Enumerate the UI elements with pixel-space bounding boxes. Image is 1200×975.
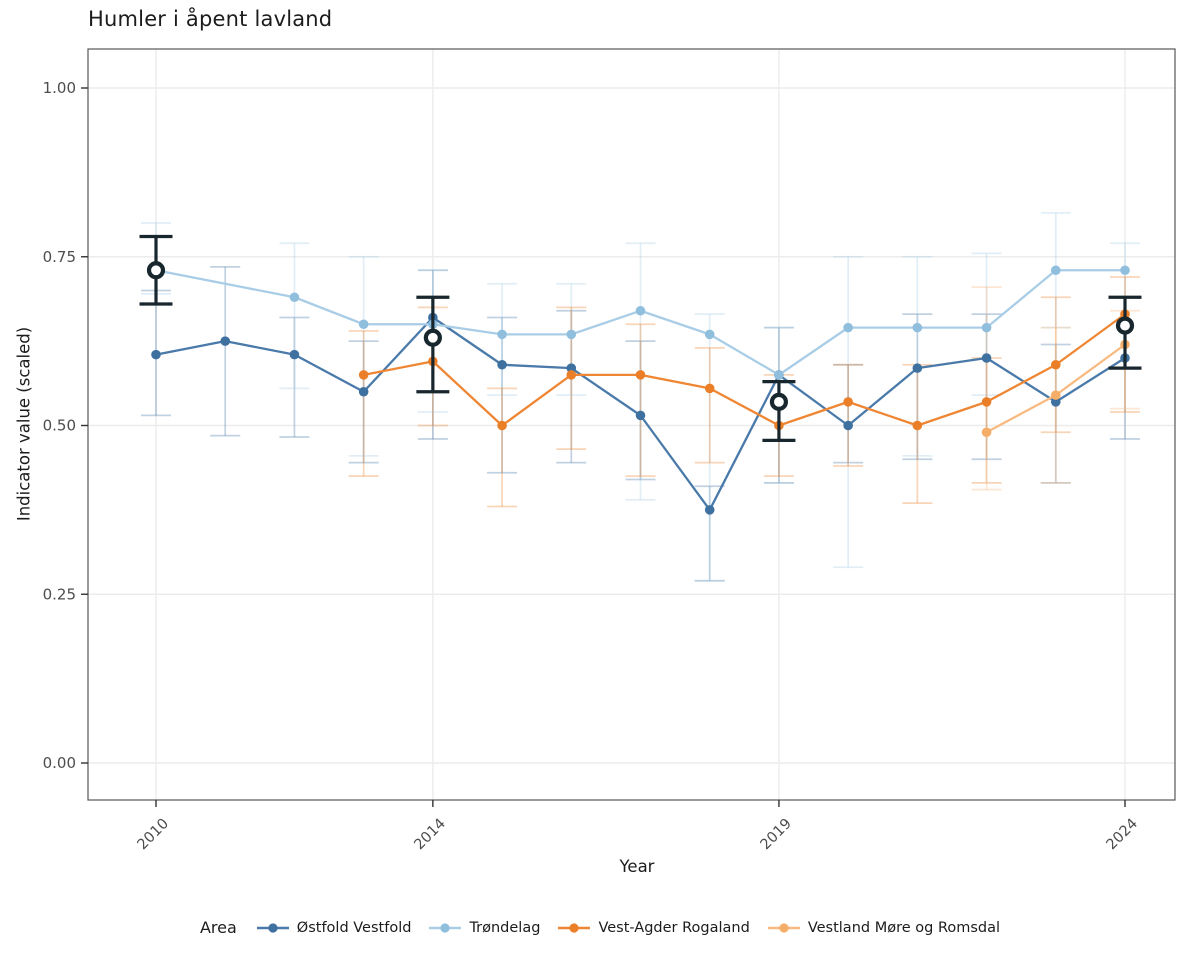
x-tick-label: 2019 xyxy=(758,816,795,853)
data-point xyxy=(635,410,646,421)
data-point xyxy=(358,386,369,397)
summary-point xyxy=(769,392,789,411)
series-Vest-Agder Rogaland xyxy=(358,309,1130,431)
legend-item: Østfold Vestfold xyxy=(256,919,412,936)
legend-item-label: Vest-Agder Rogaland xyxy=(598,919,750,936)
legend-item: Vestland Møre og Romsdal xyxy=(767,920,1000,936)
data-point xyxy=(358,319,369,330)
series-Vestland Møre og Romsdal xyxy=(981,339,1130,438)
y-tick-label: 0.75 xyxy=(43,248,76,266)
data-point xyxy=(1120,265,1130,276)
y-tick-label: 1.00 xyxy=(43,79,76,97)
panel-border xyxy=(87,48,1176,801)
data-point xyxy=(704,329,715,340)
data-point xyxy=(981,353,992,363)
series-line xyxy=(155,269,1125,377)
legend-key-icon xyxy=(558,922,591,933)
data-point xyxy=(566,329,577,340)
y-axis-label: Indicator value (scaled) xyxy=(14,326,34,522)
data-point xyxy=(635,305,646,316)
data-point xyxy=(1050,359,1061,370)
data-point xyxy=(1050,397,1061,407)
summary-points xyxy=(139,234,1142,442)
legend-key-icon xyxy=(256,922,289,933)
data-point xyxy=(358,370,369,380)
data-point xyxy=(289,292,300,303)
data-point xyxy=(635,370,646,380)
summary-point xyxy=(146,261,166,280)
chart-container: Humler i åpent lavland 0.00 0.25 0.50 0.75 1… xyxy=(14,7,1176,937)
legend-item: Vest-Agder Rogaland xyxy=(557,919,750,936)
y-tick-label: 0.25 xyxy=(43,585,76,603)
plot-area: 0.00 0.25 0.50 0.75 1.00 2010 2014 2019 2024 xyxy=(43,48,1176,853)
data-point xyxy=(704,505,715,515)
data-point xyxy=(566,370,577,380)
data-point xyxy=(289,349,300,360)
data-point xyxy=(981,322,992,333)
legend-item-label: Østfold Vestfold xyxy=(296,919,412,936)
legend-item: Trøndelag xyxy=(428,920,540,936)
data-point xyxy=(497,420,507,431)
axis-ticks: 0.00 0.25 0.50 0.75 1.00 2010 2014 2019 2024 xyxy=(43,79,1141,853)
x-tick-label: 2010 xyxy=(135,816,172,853)
data-point xyxy=(774,370,784,380)
data-point xyxy=(912,420,923,431)
legend-item-label: Vestland Møre og Romsdal xyxy=(807,919,1001,936)
data-point xyxy=(843,397,853,407)
data-point xyxy=(220,336,231,346)
summary-point xyxy=(1115,316,1135,335)
data-point xyxy=(981,397,992,407)
data-point xyxy=(843,420,853,431)
data-point xyxy=(704,383,715,394)
data-point xyxy=(151,349,161,360)
data-point xyxy=(497,359,507,370)
error-bars-Vest-Agder Rogaland xyxy=(348,276,1140,508)
data-point xyxy=(981,427,992,438)
chart-title: Humler i åpent lavland xyxy=(88,7,333,31)
y-tick-label: 0.00 xyxy=(43,754,76,772)
data-point xyxy=(912,363,923,373)
legend-key-icon xyxy=(429,922,462,933)
data-point xyxy=(843,322,853,333)
x-axis-label: Year xyxy=(619,857,655,876)
gridlines xyxy=(88,49,1175,800)
series-line xyxy=(363,313,1126,427)
data-point xyxy=(566,363,577,373)
y-tick-label: 0.50 xyxy=(43,417,76,435)
legend: Area Østfold Vestfold Trøndelag Vest-Agder… xyxy=(0,918,1200,937)
data-point xyxy=(1050,265,1061,276)
legend-key-icon xyxy=(767,922,800,933)
summary-point xyxy=(423,328,442,347)
legend-item-label: Trøndelag xyxy=(469,919,541,936)
data-point xyxy=(1050,390,1061,400)
legend-title: Area xyxy=(199,918,237,937)
data-point xyxy=(912,322,923,333)
x-tick-label: 2024 xyxy=(1104,816,1141,853)
data-point xyxy=(497,329,507,340)
series-Østfold Vestfold xyxy=(151,312,1130,515)
x-tick-label: 2014 xyxy=(412,816,449,853)
